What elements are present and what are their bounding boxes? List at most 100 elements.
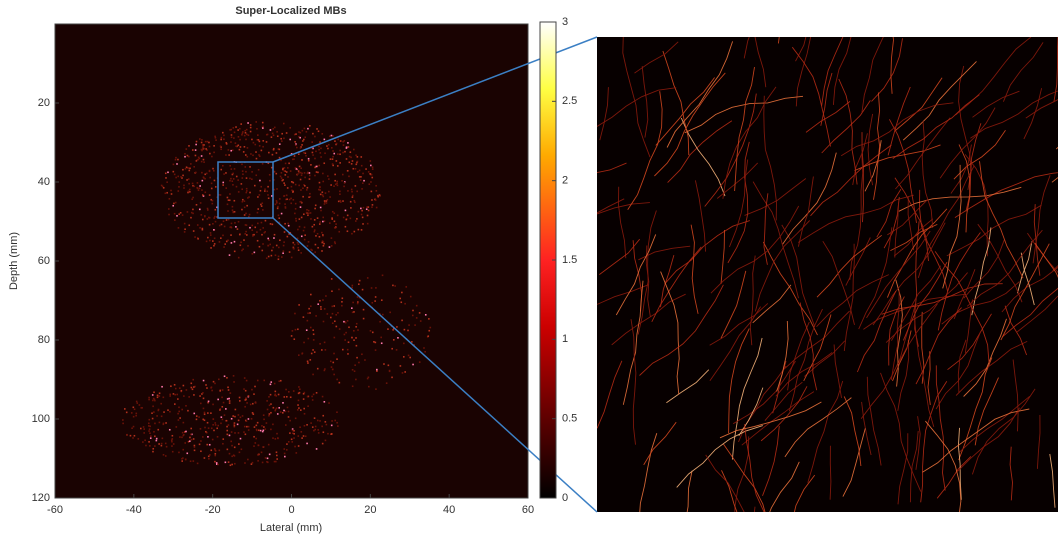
speckle [193, 386, 195, 388]
speckle [313, 224, 315, 226]
speckle [276, 245, 278, 247]
speckle [409, 357, 411, 359]
speckle [302, 196, 304, 198]
speckle [183, 185, 185, 187]
speckle [299, 388, 301, 390]
speckle [381, 342, 383, 344]
speckle [182, 449, 184, 451]
speckle [176, 426, 178, 428]
speckle [276, 188, 278, 190]
speckle [353, 339, 355, 341]
speckle [403, 343, 405, 345]
speckle [361, 214, 363, 216]
speckle [279, 239, 281, 241]
speckle [193, 166, 195, 168]
speckle [148, 430, 150, 432]
speckle [249, 166, 251, 168]
speckle [234, 132, 236, 134]
speckle [139, 404, 141, 406]
speckle [227, 449, 229, 451]
speckle [231, 242, 233, 244]
speckle [372, 332, 374, 334]
speckle [391, 348, 393, 350]
speckle [165, 455, 167, 457]
speckle [286, 396, 288, 398]
speckle [149, 432, 151, 434]
speckle [350, 207, 352, 209]
speckle [347, 320, 349, 322]
speckle [279, 203, 281, 205]
speckle [219, 390, 221, 392]
speckle [312, 426, 314, 428]
speckle [331, 420, 333, 422]
speckle [267, 245, 269, 247]
speckle [320, 306, 322, 308]
speckle [275, 461, 277, 463]
speckle [152, 451, 154, 453]
speckle [387, 328, 389, 330]
speckle [303, 408, 305, 410]
speckle [152, 400, 154, 402]
speckle [314, 251, 316, 253]
speckle [370, 165, 372, 167]
speckle [330, 360, 332, 362]
speckle [177, 159, 179, 161]
speckle [347, 142, 349, 144]
speckle [319, 182, 321, 184]
speckle [223, 220, 225, 222]
speckle [165, 172, 167, 174]
speckle [278, 256, 280, 258]
speckle [256, 231, 258, 233]
speckle [223, 246, 225, 248]
speckle [332, 362, 334, 364]
speckle [334, 241, 336, 243]
speckle [222, 438, 224, 440]
speckle [319, 221, 321, 223]
speckle [235, 126, 237, 128]
speckle [336, 422, 338, 424]
speckle [362, 217, 364, 219]
speckle [252, 412, 254, 414]
speckle [289, 432, 291, 434]
speckle [199, 444, 201, 446]
speckle [355, 185, 357, 187]
speckle [284, 223, 286, 225]
speckle [257, 134, 259, 136]
speckle [201, 214, 203, 216]
speckle [294, 446, 296, 448]
speckle [316, 128, 318, 130]
speckle [341, 301, 343, 303]
speckle [204, 174, 206, 176]
speckle [209, 444, 211, 446]
speckle [165, 192, 167, 194]
speckle [319, 420, 321, 422]
speckle [284, 203, 286, 205]
speckle [212, 168, 214, 170]
speckle [246, 402, 248, 404]
speckle [306, 329, 308, 331]
speckle [419, 361, 421, 363]
speckle [151, 412, 153, 414]
speckle [241, 134, 243, 136]
speckle [246, 188, 248, 190]
speckle [262, 126, 264, 128]
speckle [321, 250, 323, 252]
speckle [371, 177, 373, 179]
speckle [192, 197, 194, 199]
speckle [274, 127, 276, 129]
speckle [311, 249, 313, 251]
speckle [246, 156, 248, 158]
speckle [325, 440, 327, 442]
speckle [212, 223, 214, 225]
speckle [258, 429, 260, 431]
speckle [174, 384, 176, 386]
speckle [320, 308, 322, 310]
speckle [242, 199, 244, 201]
colorbar-tick-label: 1.5 [562, 254, 577, 266]
speckle [355, 168, 357, 170]
speckle [324, 220, 326, 222]
speckle [369, 173, 371, 175]
speckle [206, 444, 208, 446]
speckle [258, 139, 260, 141]
speckle [277, 206, 279, 208]
